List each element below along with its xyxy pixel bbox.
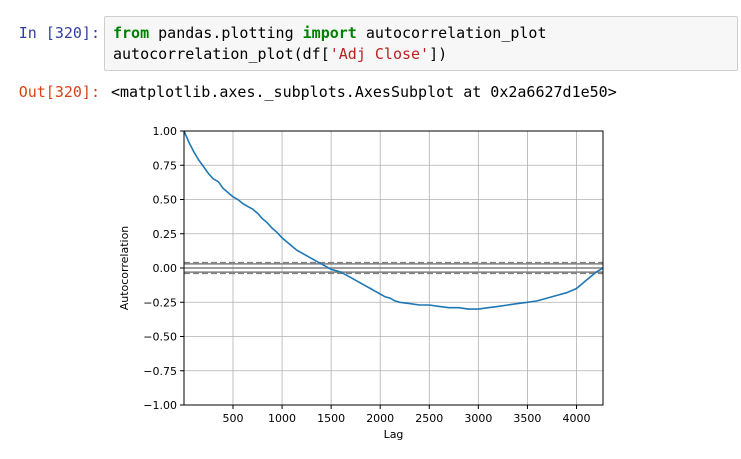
y-tick-label: −0.25 [143,296,177,309]
x-tick-label: 500 [222,412,243,425]
keyword-from: from [113,24,150,42]
input-prompt: In [320]: [18,24,100,42]
y-tick-label: 0.25 [153,228,178,241]
x-tick-label: 4000 [562,412,590,425]
y-tick-label: −0.50 [143,331,177,344]
y-axis-label: Autocorrelation [118,226,131,311]
x-axis-ticks: 500 1000 1500 2000 2500 3000 3500 4000 [222,405,590,425]
x-axis-label: Lag [384,428,404,441]
output-prompt: Out[320]: [18,83,100,101]
y-tick-label: 1.00 [153,125,178,138]
y-axis-ticks: 1.00 0.75 0.50 0.25 0.00 −0.25 −0.50 −0.75 −1.00 [143,125,184,412]
autocorrelation-chart: 500 1000 1500 2000 2500 3000 3500 4000 1.00 0.75… [118,125,604,441]
x-tick-label: 2500 [415,412,443,425]
string-literal: 'Adj Close' [329,45,430,63]
y-tick-label: −1.00 [143,399,177,412]
imported-name: autocorrelation_plot [356,24,547,42]
autocorrelation-series-line [183,130,604,310]
x-tick-label: 3000 [464,412,492,425]
y-tick-label: 0.75 [153,159,178,172]
keyword-import: import [302,24,357,42]
y-tick-label: 0.00 [153,262,178,275]
x-tick-label: 3500 [513,412,541,425]
y-tick-label: −0.75 [143,365,177,378]
x-tick-label: 1000 [268,412,296,425]
x-tick-label: 1500 [317,412,345,425]
x-tick-label: 2000 [366,412,394,425]
call-close: ]) [429,45,448,63]
function-call: autocorrelation_plot(df[ [113,45,330,63]
module-name: pandas.plotting [149,24,303,42]
y-tick-label: 0.50 [153,194,178,207]
output-repr-text: <matplotlib.axes._subplots.AxesSubplot a… [111,83,617,101]
series-layer [183,130,604,310]
code-input-area[interactable]: from pandas.plotting import autocorrelat… [104,16,738,71]
confidence-lines [184,261,603,275]
